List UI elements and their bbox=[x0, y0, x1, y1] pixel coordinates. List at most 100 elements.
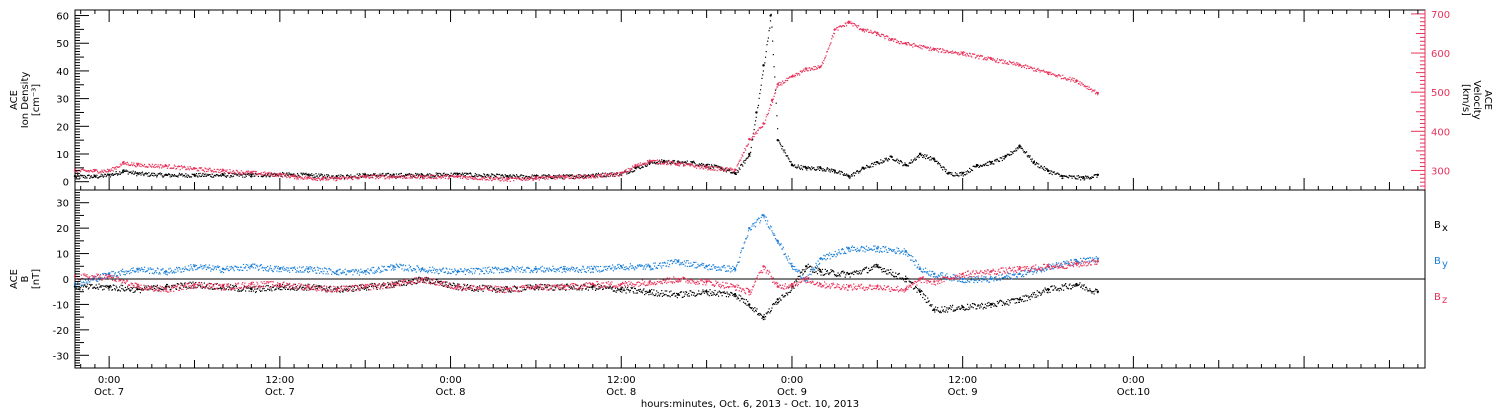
density-dot bbox=[254, 173, 257, 175]
density-dot bbox=[1023, 151, 1026, 153]
velocity-dot bbox=[449, 175, 452, 177]
bx-dot bbox=[311, 285, 314, 287]
velocity-dot bbox=[386, 177, 388, 179]
density-dot bbox=[932, 157, 934, 159]
density-dot bbox=[976, 165, 979, 167]
bx-dot bbox=[526, 286, 528, 289]
by-dot bbox=[250, 264, 252, 266]
density-dot bbox=[167, 174, 169, 176]
by-dot bbox=[328, 267, 331, 270]
velocity-dot bbox=[866, 28, 868, 30]
velocity-dot bbox=[835, 28, 837, 30]
bx-dot bbox=[932, 309, 934, 312]
density-dot bbox=[968, 171, 970, 174]
density-dot bbox=[131, 172, 134, 174]
density-dot bbox=[788, 158, 790, 160]
velocity-dot bbox=[392, 175, 394, 177]
density-dot bbox=[895, 160, 897, 162]
density-dot bbox=[836, 172, 838, 174]
velocity-dot bbox=[789, 76, 791, 78]
velocity-dot bbox=[1026, 65, 1028, 67]
by-dot bbox=[217, 265, 219, 267]
bx-dot bbox=[1083, 284, 1085, 286]
density-dot bbox=[710, 167, 712, 169]
velocity-dot bbox=[966, 53, 969, 55]
bx-dot bbox=[642, 289, 644, 291]
bx-dot bbox=[707, 294, 709, 296]
density-dot bbox=[183, 174, 185, 177]
velocity-dot bbox=[938, 48, 940, 50]
by-dot bbox=[121, 268, 124, 270]
bx-dot bbox=[619, 289, 621, 291]
by-dot bbox=[114, 273, 116, 275]
bx-dot bbox=[572, 288, 574, 290]
by-dot bbox=[416, 265, 418, 267]
density-dot bbox=[1021, 147, 1023, 150]
bx-dot bbox=[989, 302, 991, 305]
velocity-dot bbox=[262, 174, 264, 176]
bx-dot bbox=[833, 273, 836, 276]
by-dot bbox=[158, 273, 160, 275]
bx-dot bbox=[148, 286, 151, 288]
by-dot bbox=[290, 267, 292, 269]
density-dot bbox=[331, 175, 333, 177]
velocity-dot bbox=[458, 176, 460, 178]
bx-dot bbox=[944, 306, 946, 308]
velocity-dot bbox=[170, 167, 172, 169]
velocity-dot bbox=[1008, 63, 1010, 65]
bx-dot bbox=[287, 288, 289, 290]
by-dot bbox=[153, 273, 155, 275]
velocity-dot bbox=[532, 179, 534, 181]
bx-dot bbox=[673, 292, 676, 294]
velocity-dot bbox=[153, 164, 156, 166]
bx-dot bbox=[596, 288, 598, 290]
bx-dot bbox=[393, 285, 395, 287]
by-dot bbox=[299, 269, 301, 272]
density-dot bbox=[268, 175, 270, 177]
density-dot bbox=[515, 174, 518, 176]
bx-dot bbox=[828, 273, 830, 276]
bx-dot bbox=[1072, 286, 1074, 288]
density-dot bbox=[538, 176, 540, 179]
density-dot bbox=[314, 176, 316, 178]
by-dot bbox=[86, 281, 88, 283]
velocity-dot bbox=[158, 167, 161, 169]
density-dot bbox=[202, 172, 204, 175]
density-dot bbox=[959, 172, 962, 174]
bx-dot bbox=[1082, 285, 1085, 287]
velocity-dot bbox=[488, 179, 490, 181]
by-dot bbox=[382, 270, 384, 272]
velocity-dot bbox=[690, 163, 692, 165]
bx-dot bbox=[345, 289, 347, 292]
velocity-dot bbox=[199, 166, 201, 169]
bx-dot bbox=[853, 273, 855, 276]
density-dot bbox=[91, 176, 93, 178]
density-dot bbox=[484, 175, 486, 178]
velocity-dot bbox=[241, 173, 243, 175]
density-dot bbox=[446, 173, 448, 175]
density-dot bbox=[302, 172, 304, 174]
density-dot bbox=[1072, 175, 1075, 178]
density-dot bbox=[195, 174, 197, 177]
by-dot bbox=[154, 270, 156, 272]
velocity-dot bbox=[437, 175, 439, 177]
density-dot bbox=[212, 176, 215, 178]
density-dot bbox=[693, 162, 696, 164]
velocity-dot bbox=[437, 175, 439, 177]
density-dot bbox=[826, 167, 829, 169]
bx-dot bbox=[559, 284, 561, 286]
velocity-dot bbox=[853, 22, 855, 25]
by-dot bbox=[245, 263, 247, 266]
density-dot bbox=[104, 173, 106, 175]
bx-dot bbox=[525, 288, 527, 291]
bx-dot bbox=[1048, 289, 1050, 292]
bx-dot bbox=[698, 293, 700, 295]
velocity-dot bbox=[482, 177, 484, 179]
bx-dot bbox=[678, 294, 680, 296]
bx-dot bbox=[429, 281, 431, 283]
density-dot bbox=[641, 166, 644, 168]
velocity-dot bbox=[328, 178, 330, 180]
bx-dot bbox=[398, 284, 400, 286]
density-dot bbox=[658, 159, 661, 161]
velocity-dot bbox=[786, 79, 789, 82]
